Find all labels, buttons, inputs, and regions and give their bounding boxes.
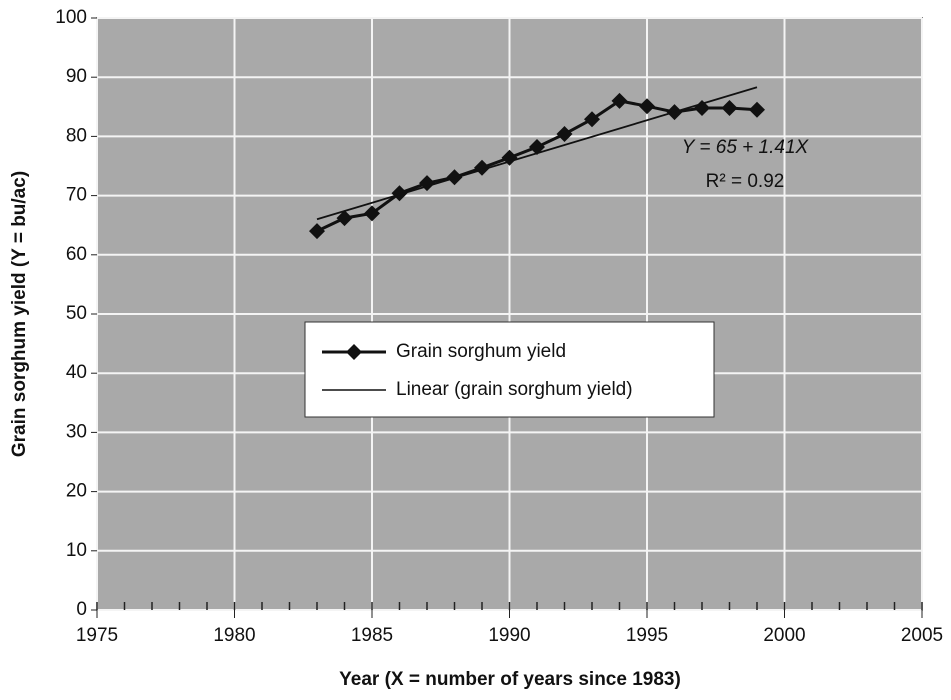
marker	[584, 111, 600, 128]
x-tick-label: 2000	[763, 625, 805, 646]
y-tick-label: 30	[66, 421, 87, 442]
y-tick-label: 70	[66, 185, 87, 206]
equation: Y = 65 + 1.41X	[682, 137, 810, 158]
y-tick-label: 40	[66, 362, 87, 383]
x-tick-label: 1975	[76, 625, 118, 646]
marks	[309, 86, 765, 240]
x-tick-label: 1980	[213, 625, 255, 646]
marker	[501, 149, 518, 166]
marker	[721, 99, 738, 116]
y-tick-label: 80	[66, 125, 87, 146]
y-tick-label: 10	[66, 540, 87, 561]
r-squared: R² = 0.92	[706, 171, 785, 192]
legend-marker	[346, 344, 362, 360]
legend: Grain sorghum yield Linear (grain sorghu…	[304, 321, 715, 418]
y-tick-label: 60	[66, 244, 87, 265]
legend-label: Linear (grain sorghum yield)	[396, 379, 633, 400]
marker	[336, 210, 353, 227]
y-tick-label: 100	[55, 7, 87, 28]
series-line	[316, 86, 758, 221]
marker	[639, 98, 655, 115]
marker	[529, 139, 545, 156]
marker	[309, 223, 325, 240]
y-tick-label: 0	[76, 599, 87, 620]
x-tick-label: 2005	[901, 625, 943, 646]
marker	[364, 205, 380, 222]
y-axis-label: Grain sorghum yield (Y = bu/ac)	[9, 171, 30, 457]
y-tick-label: 20	[66, 481, 87, 502]
x-tick-label: 1990	[488, 625, 530, 646]
marker	[391, 185, 408, 202]
x-tick-label: 1995	[626, 625, 668, 646]
marker	[749, 101, 765, 118]
x-tick-label: 1985	[351, 625, 393, 646]
marker	[611, 92, 628, 109]
y-tick-label: 90	[66, 66, 87, 87]
y-tick-label: 50	[66, 303, 87, 324]
legend-box	[304, 321, 715, 418]
marker	[694, 99, 710, 116]
x-axis-label: Year (X = number of years since 1983)	[339, 669, 681, 690]
marker	[556, 126, 573, 143]
legend-label: Grain sorghum yield	[396, 341, 566, 362]
